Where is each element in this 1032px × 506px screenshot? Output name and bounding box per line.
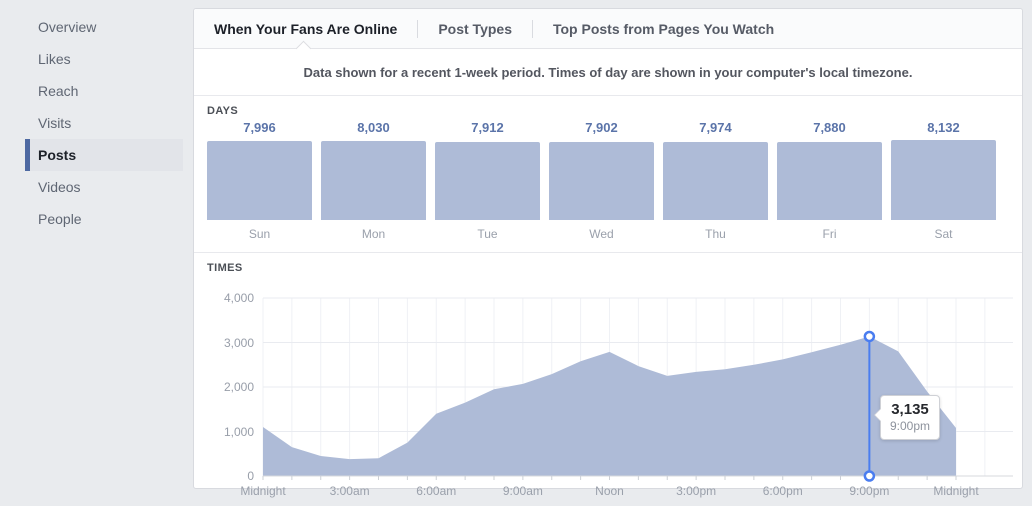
insights-sidebar: Overview Likes Reach Visits Posts Videos… [0, 0, 193, 497]
x-axis-label: Midnight [240, 484, 286, 498]
tab-top-posts-from-pages-you-watch[interactable]: Top Posts from Pages You Watch [552, 20, 775, 37]
day-label: Thu [705, 227, 726, 241]
datapoint-tooltip: 3,135 9:00pm [874, 395, 940, 440]
day-bar[interactable] [891, 140, 996, 220]
day-value: 7,996 [243, 120, 276, 135]
times-chart-section: TIMES 4,000 3,000 2,000 1,000 0 Midnight… [194, 262, 1022, 506]
x-axis-label: 3:00pm [676, 484, 717, 498]
day-bar[interactable] [777, 142, 882, 220]
day-column-wed[interactable]: 7,902 Wed [549, 120, 654, 242]
day-label: Tue [477, 227, 498, 241]
sidebar-item-visits[interactable]: Visits [38, 115, 72, 131]
day-label: Fri [822, 227, 837, 241]
day-value: 8,132 [927, 120, 960, 135]
day-bar[interactable] [549, 142, 654, 220]
day-bar[interactable] [207, 141, 312, 220]
day-column-fri[interactable]: 7,880 Fri [777, 120, 882, 242]
day-column-thu[interactable]: 7,974 Thu [663, 120, 768, 242]
y-axis-label: 2,000 [223, 380, 254, 394]
sidebar-item-reach[interactable]: Reach [38, 83, 79, 99]
days-bar-chart: 7,996 Sun 8,030 Mon 7,912 Tue 7,902 [194, 117, 1022, 242]
tab-when-your-fans-are-online[interactable]: When Your Fans Are Online [214, 20, 398, 37]
x-axis-label: Midnight [933, 484, 979, 498]
y-axis-label: 0 [247, 469, 254, 483]
day-value: 7,974 [699, 120, 732, 135]
day-column-sun[interactable]: 7,996 Sun [207, 120, 312, 242]
day-column-mon[interactable]: 8,030 Mon [321, 120, 426, 242]
day-value: 7,880 [813, 120, 846, 135]
sidebar-item-overview[interactable]: Overview [38, 19, 97, 35]
tab-post-types[interactable]: Post Types [438, 20, 512, 37]
x-axis-label: Noon [595, 484, 624, 498]
tooltip-value: 3,135 [891, 401, 929, 418]
y-axis-label: 3,000 [223, 335, 254, 350]
day-value: 8,030 [357, 120, 390, 135]
day-label: Mon [361, 227, 386, 241]
day-bar[interactable] [321, 141, 426, 220]
day-column-tue[interactable]: 7,912 Tue [435, 120, 540, 242]
sidebar-item-posts[interactable]: Posts [25, 139, 183, 171]
sidebar-item-videos[interactable]: Videos [38, 179, 81, 195]
day-column-sat[interactable]: 8,132 Sat [891, 120, 996, 242]
times-area-chart[interactable]: 4,000 3,000 2,000 1,000 0 Midnight 3:00a… [224, 291, 1013, 498]
day-label: Sun [248, 227, 271, 241]
y-axis-label: 1,000 [223, 424, 254, 439]
tab-divider [531, 19, 533, 38]
day-bar[interactable] [663, 142, 768, 220]
posts-insights-card: When Your Fans Are Online Post Types Top… [193, 8, 1023, 498]
day-label: Wed [589, 227, 614, 241]
days-chart-section: DAYS 7,996 Sun 8,030 Mon 7,912 Tue [194, 105, 1022, 253]
times-section-label: TIMES [207, 262, 243, 274]
sidebar-item-people[interactable]: People [38, 211, 82, 227]
tooltip-time: 9:00pm [889, 419, 931, 433]
posts-tab-bar: When Your Fans Are Online Post Types Top… [194, 9, 1022, 57]
sidebar-item-likes[interactable]: Likes [38, 51, 71, 67]
x-axis-label: 3:00am [329, 484, 370, 498]
day-bar[interactable] [435, 142, 540, 220]
x-axis-label: 6:00am [416, 484, 457, 498]
times-chart-canvas[interactable] [262, 297, 1013, 482]
day-label: Sat [934, 227, 953, 241]
x-axis-label: 6:00pm [762, 484, 803, 498]
info-banner: Data shown for a recent 1-week period. T… [194, 49, 1022, 96]
tab-divider [417, 19, 419, 38]
day-value: 7,902 [585, 120, 618, 135]
x-axis-label: 9:00am [502, 484, 543, 498]
x-axis-label: 9:00pm [849, 484, 890, 498]
days-section-label: DAYS [207, 105, 239, 117]
day-value: 7,912 [471, 120, 504, 135]
y-axis-label: 4,000 [223, 291, 254, 305]
